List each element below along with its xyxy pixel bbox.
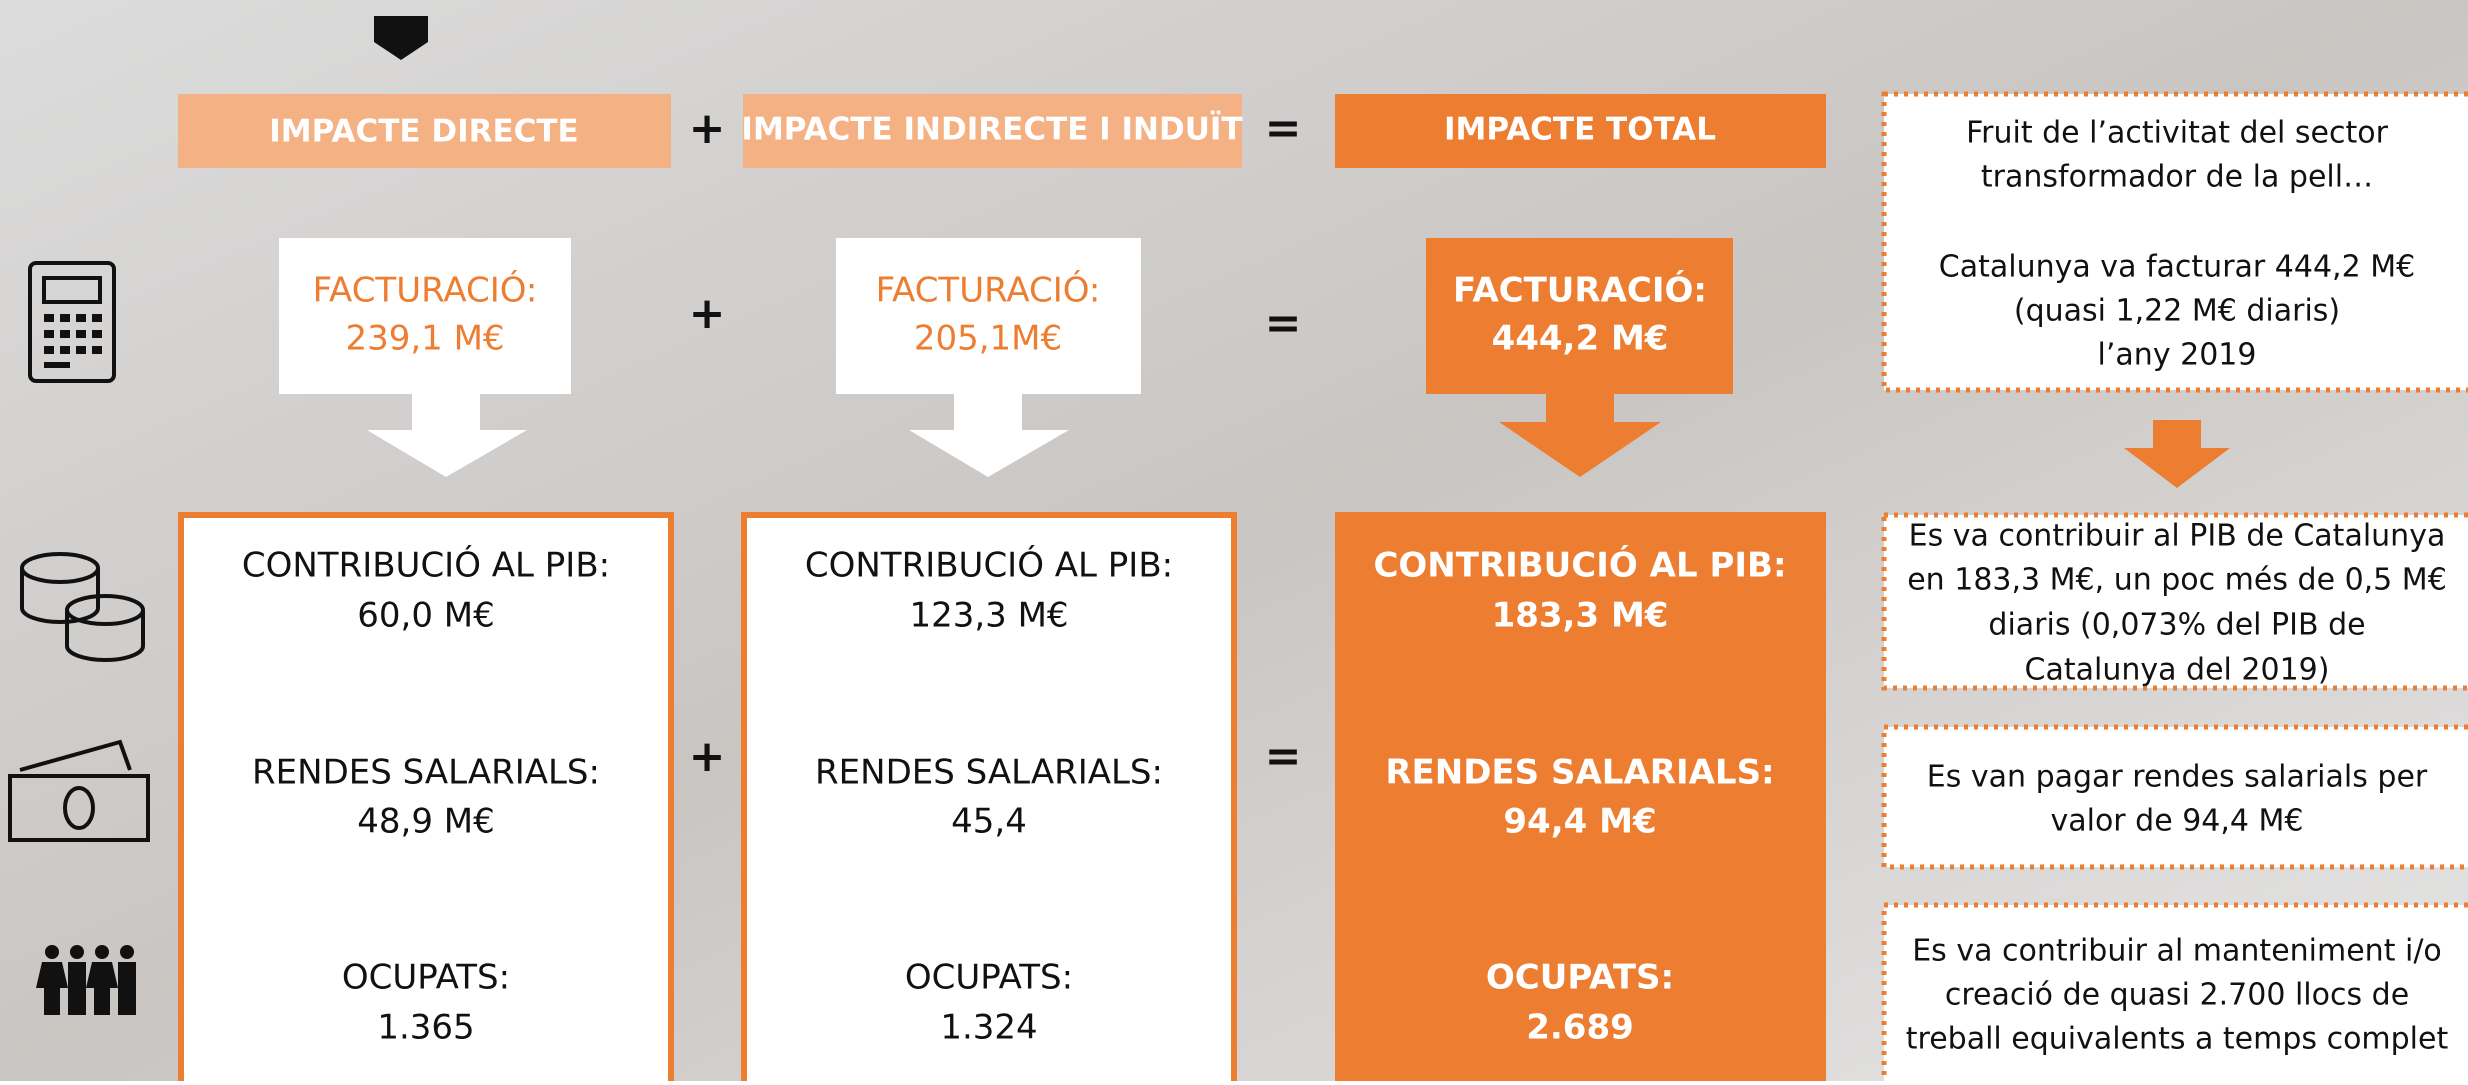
- note-text: Catalunya va facturar 444,2 M€: [1939, 250, 2415, 285]
- detail-label: OCUPATS:: [342, 958, 510, 998]
- detail-value: 2.689: [1526, 1008, 1634, 1048]
- detail-label: RENDES SALARIALS:: [252, 753, 600, 793]
- note-text: (quasi 1,22 M€ diaris): [2014, 294, 2340, 329]
- infographic: IMPACTE DIRECTE IMPACTE INDIRECTE I INDU…: [0, 0, 2468, 1081]
- operator: =: [1265, 103, 1302, 154]
- detail-label: OCUPATS:: [905, 958, 1073, 998]
- turnover-value: 444,2 M€: [1492, 319, 1669, 359]
- operator: =: [1265, 731, 1302, 782]
- header: IMPACTE TOTAL: [1444, 112, 1716, 148]
- detail-value: 60,0 M€: [357, 596, 494, 636]
- note-text: treball equivalents a temps complet: [1906, 1022, 2449, 1057]
- note-text: valor de 94,4 M€: [2050, 804, 2303, 839]
- note-text: Es van pagar rendes salarials per: [1927, 760, 2428, 795]
- turnover-box: [1426, 238, 1733, 394]
- detail-label: CONTRIBUCIÓ AL PIB:: [805, 545, 1173, 586]
- note-text: creació de quasi 2.700 llocs de: [1945, 978, 2409, 1013]
- turnover-box: [836, 238, 1141, 394]
- note-text: en 183,3 M€, un poc més de 0,5 M€: [1907, 563, 2447, 598]
- operator: +: [689, 288, 726, 339]
- turnover-label: FACTURACIÓ:: [876, 270, 1101, 311]
- detail-label: RENDES SALARIALS:: [815, 753, 1163, 793]
- detail-value: 1.365: [377, 1008, 474, 1048]
- detail-label: RENDES SALARIALS:: [1385, 753, 1774, 793]
- header: IMPACTE DIRECTE: [269, 114, 579, 150]
- detail-label: CONTRIBUCIÓ AL PIB:: [1373, 545, 1786, 586]
- turnover-box: [279, 238, 571, 394]
- note-text: l’any 2019: [2098, 338, 2257, 373]
- turnover-label: FACTURACIÓ:: [313, 270, 538, 311]
- operator: =: [1265, 298, 1302, 349]
- turnover-value: 205,1M€: [914, 319, 1062, 359]
- operator: +: [689, 103, 726, 154]
- detail-value: 48,9 M€: [357, 802, 494, 842]
- note-box: [1884, 727, 2468, 867]
- turnover-label: FACTURACIÓ:: [1453, 270, 1707, 311]
- detail-value: 94,4 M€: [1503, 802, 1656, 842]
- detail-label: OCUPATS:: [1486, 958, 1674, 998]
- note-text: Catalunya del 2019): [2025, 653, 2330, 688]
- note-text: Fruit de l’activitat del sector: [1966, 116, 2389, 151]
- detail-value: 123,3 M€: [909, 596, 1068, 636]
- operator: +: [689, 731, 726, 782]
- header: IMPACTE INDIRECTE I INDUÏT: [741, 112, 1242, 148]
- detail-value: 45,4: [951, 802, 1027, 842]
- note-text: diaris (0,073% del PIB de: [1988, 608, 2365, 643]
- note-text: Es va contribuir al PIB de Catalunya: [1909, 519, 2446, 554]
- page: IMPACTE DIRECTE IMPACTE INDIRECTE I INDU…: [0, 0, 2468, 1081]
- detail-label: CONTRIBUCIÓ AL PIB:: [242, 545, 610, 586]
- detail-value: 1.324: [940, 1008, 1037, 1048]
- detail-value: 183,3 M€: [1492, 596, 1669, 636]
- note-text: transformador de la pell…: [1981, 160, 2373, 195]
- note-text: Es va contribuir al manteniment i/o: [1912, 934, 2442, 969]
- turnover-value: 239,1 M€: [345, 319, 504, 359]
